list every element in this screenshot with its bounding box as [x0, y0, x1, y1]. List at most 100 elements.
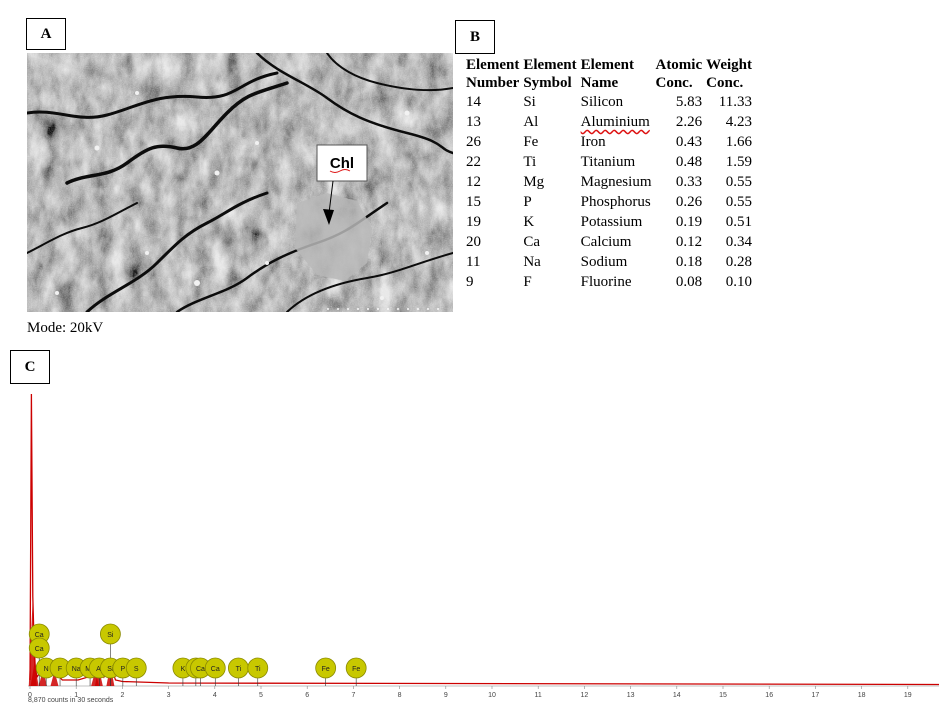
peak-marker	[125, 657, 147, 679]
peak-marker-label: Fe	[322, 666, 330, 673]
cell-name: Silicon	[580, 94, 624, 110]
cell-weight: 0.34	[725, 234, 752, 250]
cell-number: 20	[466, 234, 481, 250]
cell-symbol: Fe	[523, 134, 539, 150]
cell-atomic: 0.33	[675, 174, 703, 190]
cell-atomic: 0.19	[675, 214, 703, 230]
peak-marker	[345, 657, 367, 679]
cell-atomic: 0.12	[675, 234, 703, 250]
cell-symbol: Si	[523, 94, 536, 110]
mode-caption: Mode: 20kV	[27, 320, 104, 336]
panel-a-label: A	[26, 18, 66, 50]
cell-atomic: 0.43	[675, 134, 703, 150]
table-row: 15 P Phosphorus 0.26 0.55	[466, 192, 756, 212]
x-tick-label: 19	[904, 692, 912, 699]
cell-weight: 4.23	[725, 114, 752, 130]
table-row: 19 K Potassium 0.19 0.51	[466, 212, 756, 232]
cell-number: 11	[466, 254, 481, 270]
peak-marker-label: Ca	[196, 666, 205, 673]
table-row: 20 Ca Calcium 0.12 0.34	[466, 232, 756, 252]
peak-marker-label: Ca	[35, 646, 44, 653]
table-row: 14 Si Silicon 5.83 11.33	[466, 92, 756, 112]
cell-weight: 0.55	[725, 194, 752, 210]
cell-atomic: 0.26	[675, 194, 703, 210]
cell-name: Magnesium	[580, 174, 652, 190]
spectrum-peak	[30, 662, 39, 686]
cell-weight: 1.59	[725, 154, 752, 170]
x-tick-label: 0	[28, 692, 32, 699]
x-tick-label: 5	[259, 692, 263, 699]
cell-symbol: Al	[523, 114, 539, 130]
header-atomic: Atomic Conc.	[655, 57, 703, 91]
chlorite-grain	[295, 193, 372, 281]
peak-marker-label: K	[181, 666, 186, 673]
callout-box	[316, 144, 368, 182]
peak-marker-label: Al	[96, 666, 103, 673]
x-tick-label: 10	[488, 692, 496, 699]
peak-marker	[99, 623, 121, 645]
cell-atomic: 0.08	[675, 274, 703, 290]
table-row: 13 Al Aluminium 2.26 4.23	[466, 112, 756, 132]
cell-name: Phosphorus	[580, 194, 651, 210]
x-tick-label: 12	[581, 692, 589, 699]
x-tick-label: 2	[120, 692, 124, 699]
panel-c-label: C	[10, 350, 50, 384]
spectrum-line	[29, 393, 939, 686]
peak-marker-label: S	[134, 666, 139, 673]
peak-marker	[204, 657, 226, 679]
header-number: Element Number	[466, 57, 520, 91]
cell-symbol: Ti	[523, 154, 537, 170]
cell-number: 19	[466, 214, 481, 230]
cell-atomic: 0.18	[675, 254, 703, 270]
cell-name: Fluorine	[580, 274, 632, 290]
x-tick-label: 9	[444, 692, 448, 699]
peak-marker-label: F	[58, 666, 62, 673]
spectrum-peak	[50, 671, 59, 686]
x-tick-label: 14	[673, 692, 681, 699]
cell-atomic: 2.26	[675, 114, 703, 130]
cell-symbol: Ca	[523, 234, 540, 250]
x-tick-label: 15	[719, 692, 727, 699]
cell-weight: 1.66	[725, 134, 752, 150]
peak-marker	[315, 657, 337, 679]
x-tick-label: 13	[627, 692, 635, 699]
x-tick-label: 17	[812, 692, 820, 699]
cell-number: 9	[466, 274, 474, 290]
cell-weight: 0.10	[725, 274, 752, 290]
cell-symbol: Na	[523, 254, 541, 270]
cell-number: 14	[466, 94, 481, 110]
header-weight: Weight Conc.	[706, 57, 752, 91]
x-tick-label: 6	[305, 692, 309, 699]
peak-marker-label: N	[44, 666, 49, 673]
x-tick-label: 16	[765, 692, 773, 699]
peak-marker	[28, 637, 50, 659]
x-tick-label: 11	[535, 692, 542, 699]
eds-spectrum-chart: CaCaNFNaMgAlSiSiPSKKCaCaTiTiFeFe01234567…	[28, 393, 939, 704]
cell-symbol: Mg	[523, 174, 545, 190]
table-row: 9 F Fluorine 0.08 0.10	[466, 272, 756, 292]
callout-arrow	[328, 180, 334, 214]
x-tick-label: 8	[398, 692, 402, 699]
peak-marker-label: Ca	[211, 666, 220, 673]
cell-symbol: P	[523, 194, 532, 210]
cell-number: 22	[466, 154, 481, 170]
cell-name: Iron	[580, 134, 606, 150]
cell-name: Aluminium	[580, 114, 650, 130]
cell-weight: 0.51	[725, 214, 752, 230]
peak-marker-label: Ca	[35, 632, 44, 639]
panel-b-label: B	[455, 20, 495, 54]
callout-label: Chl	[330, 155, 354, 172]
table-header-row: Element Number Element Symbol Element Name …	[466, 56, 756, 92]
x-tick-label: 3	[167, 692, 171, 699]
cell-number: 26	[466, 134, 481, 150]
table-row: 12 Mg Magnesium 0.33 0.55	[466, 172, 756, 192]
cell-weight: 0.55	[725, 174, 752, 190]
sem-micrograph: Chl	[27, 53, 453, 312]
peak-marker-label: P	[121, 666, 126, 673]
cell-symbol: F	[523, 274, 532, 290]
header-symbol: Element Symbol	[523, 57, 577, 91]
peak-marker-label: Fe	[352, 666, 360, 673]
cell-atomic: 0.48	[675, 154, 703, 170]
cell-symbol: K	[523, 214, 535, 230]
peak-marker-label: Si	[107, 666, 114, 673]
